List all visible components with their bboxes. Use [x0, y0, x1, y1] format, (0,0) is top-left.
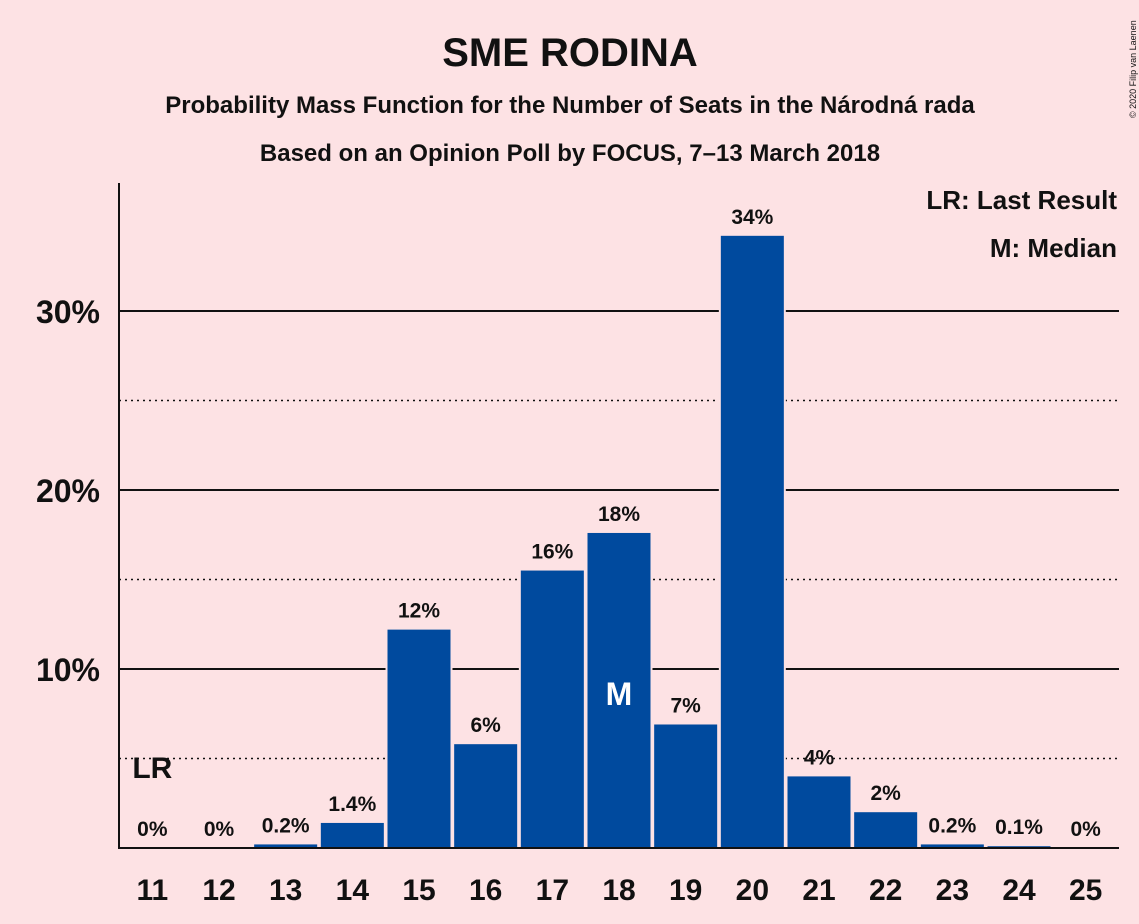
y-tick-label: 20% [36, 473, 100, 509]
bar-seats-18 [587, 532, 651, 848]
bar-seats-23 [920, 844, 984, 848]
bars [252, 233, 1053, 848]
bar-value-label: 2% [870, 782, 901, 805]
bar-value-label: 0% [1070, 818, 1101, 841]
x-tick-label: 24 [1002, 874, 1036, 907]
last-result-marker: LR [132, 752, 172, 785]
y-tick-label: 30% [36, 294, 100, 330]
bar-value-label: 0.1% [995, 816, 1043, 839]
bar-value-label: 34% [731, 206, 773, 229]
x-tick-label: 18 [602, 874, 635, 907]
bar-seats-14 [320, 822, 384, 848]
bar-value-label: 6% [470, 714, 501, 737]
bar-value-label: 4% [804, 746, 835, 769]
x-tick-label: 23 [936, 874, 969, 907]
x-tick-label: 19 [669, 874, 702, 907]
bar-seats-13 [254, 844, 318, 848]
x-tick-label: 12 [202, 874, 235, 907]
bar-seats-16 [454, 744, 518, 848]
bar-value-label: 16% [531, 541, 573, 564]
x-tick-label: 22 [869, 874, 902, 907]
y-tick-label: 10% [36, 652, 100, 688]
bar-value-label: 1.4% [328, 793, 376, 816]
x-tick-label: 11 [136, 874, 168, 907]
chart-subtitle-2: Based on an Opinion Poll by FOCUS, 7–13 … [260, 140, 880, 167]
bar-value-label: 0% [137, 818, 168, 841]
bar-value-label: 12% [398, 600, 440, 623]
x-tick-label: 21 [802, 874, 835, 907]
bar-seats-19 [654, 724, 718, 848]
x-tick-label: 20 [736, 874, 769, 907]
bar-seats-20 [720, 235, 784, 848]
x-tick-label: 15 [402, 874, 435, 907]
bar-value-label: 18% [598, 503, 640, 526]
bar-value-label: 0% [204, 818, 235, 841]
bar-seats-21 [787, 776, 851, 848]
chart-title: SME RODINA [442, 31, 698, 75]
bar-value-labels: 0% LR 0% 0.2% 1.4% 12% 6% 16% 18% M 7% 34% 4% 2% 0.2% 0… [132, 206, 1101, 841]
median-marker: M [606, 676, 633, 712]
chart-subtitle-1: Probability Mass Function for the Number… [165, 92, 975, 119]
x-tick-label: 16 [469, 874, 502, 907]
bar-value-label: 7% [670, 694, 701, 717]
x-tick-label: 17 [536, 874, 569, 907]
bar-seats-22 [854, 812, 918, 848]
x-tick-label: 25 [1069, 874, 1102, 907]
bar-value-label: 0.2% [262, 814, 310, 837]
bar-seats-15 [387, 629, 451, 848]
legend-median: M: Median [990, 233, 1117, 263]
bar-value-label: 0.2% [928, 814, 976, 837]
x-tick-label: 14 [336, 874, 370, 907]
x-tick-label: 13 [269, 874, 302, 907]
bar-seats-17 [520, 570, 584, 848]
copyright-note: © 2020 Filip van Laenen [1128, 20, 1138, 118]
bar-halo [985, 844, 1053, 848]
legend-last-result: LR: Last Result [926, 185, 1117, 215]
axes: 10% 20% 30% 11 12 13 14 15 16 17 18 19 20 21 22 23 24 25 [36, 183, 1119, 907]
